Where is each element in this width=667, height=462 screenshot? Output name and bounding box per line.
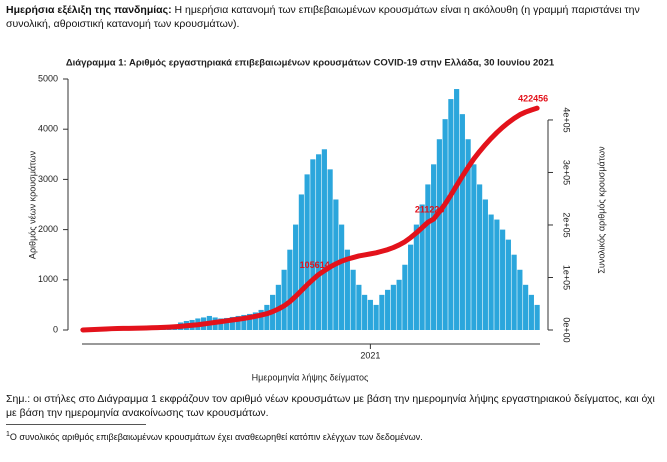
bar — [448, 99, 454, 330]
bar — [379, 294, 385, 330]
bar — [252, 312, 258, 330]
bar — [396, 279, 402, 330]
y2-tick-label: 3e+05 — [562, 160, 572, 185]
bar — [528, 294, 534, 330]
bar — [477, 184, 483, 330]
bar — [413, 224, 419, 330]
y2-tick-label: 4e+05 — [562, 107, 572, 132]
bar — [316, 154, 322, 330]
cumulative-line — [80, 105, 540, 333]
footnote-text: Ο συνολικός αριθμός επιβεβαιωμένων κρουσ… — [9, 432, 423, 442]
y2-tick-label: 2e+05 — [562, 212, 572, 237]
bar — [390, 284, 396, 330]
bar — [218, 318, 224, 330]
footnote-marker: 1 — [6, 431, 10, 438]
bar — [459, 114, 465, 330]
bar — [367, 299, 373, 330]
bar — [517, 269, 523, 330]
footnote-rule — [6, 424, 146, 425]
data-label: 105614 — [300, 260, 330, 270]
bar — [436, 139, 442, 330]
bar — [224, 317, 230, 330]
bar — [425, 184, 431, 330]
bar — [298, 194, 304, 330]
bar — [362, 294, 368, 330]
bar — [500, 229, 506, 330]
bar — [523, 284, 529, 330]
bar — [534, 304, 540, 330]
bar — [350, 269, 356, 330]
bar — [344, 249, 350, 330]
x-tick-label: 2021 — [360, 350, 380, 360]
bar — [287, 249, 293, 330]
bar — [442, 119, 448, 330]
note: Σημ.: οι στήλες στο Διάγραμμα 1 εκφράζου… — [6, 393, 655, 419]
bar — [488, 214, 494, 330]
y-tick-label: 3000 — [38, 174, 58, 184]
y-tick-label: 2000 — [38, 224, 58, 234]
y-axis-title: Αριθμός νέων κρουσμάτων — [27, 150, 37, 259]
y2-tick-label: 1e+05 — [562, 265, 572, 290]
bar — [373, 304, 379, 330]
bar — [327, 169, 333, 330]
bar — [505, 239, 511, 330]
bar — [482, 199, 488, 330]
bar — [281, 269, 287, 330]
data-label: 211228 — [415, 204, 445, 214]
bar — [356, 284, 362, 330]
intro-title: Ημερήσια εξέλιξη της πανδημίας: — [6, 4, 172, 16]
bar — [241, 314, 247, 330]
bar — [247, 313, 253, 330]
chart-title: Διάγραμμα 1: Αριθμός εργαστηριακά επιβεβ… — [66, 58, 555, 69]
bar — [258, 309, 264, 330]
bar — [264, 304, 270, 330]
bar — [471, 164, 477, 330]
y2-axis-title: Συνολικός αριθμός κρουσμάτων — [596, 146, 606, 274]
y-tick-label: 0 — [53, 324, 58, 334]
intro-text: Η ημερήσια κατανομή των επιβεβαιωμένων κ… — [6, 4, 640, 30]
bar — [385, 289, 391, 330]
bar — [293, 224, 299, 330]
bar — [402, 264, 408, 330]
bar — [321, 149, 327, 330]
y-tick-label: 5000 — [38, 73, 58, 83]
bar — [229, 316, 235, 330]
bar — [465, 139, 471, 330]
bar — [511, 254, 517, 330]
bar — [310, 159, 316, 330]
bar — [304, 174, 310, 330]
bar — [419, 204, 425, 330]
bar — [339, 224, 345, 330]
bar — [454, 89, 460, 330]
bar — [408, 244, 414, 330]
x-axis-title: Ημερομηνία λήψης δείγματος — [252, 372, 369, 382]
y-tick-label: 1000 — [38, 274, 58, 284]
bar — [235, 315, 241, 330]
y2-tick-label: 0e+00 — [562, 317, 572, 342]
bar — [494, 219, 500, 330]
intro: Ημερήσια εξέλιξη της πανδημίας: Η ημερήσ… — [6, 3, 656, 31]
y-tick-label: 4000 — [38, 124, 58, 134]
data-label: 422456 — [518, 94, 548, 104]
footnote: 1Ο συνολικός αριθμός επιβεβαιωμένων κρου… — [6, 428, 423, 444]
bar — [431, 164, 437, 330]
